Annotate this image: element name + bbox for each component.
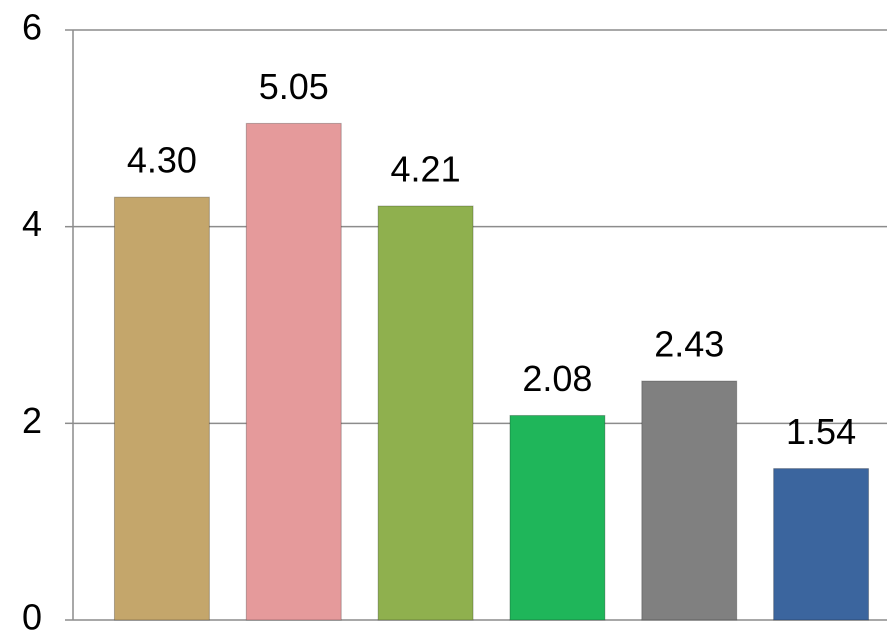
value-label: 4.21 xyxy=(391,149,461,190)
value-label: 2.43 xyxy=(654,324,724,365)
bar xyxy=(113,196,210,621)
bar xyxy=(377,205,474,621)
bar xyxy=(773,468,870,621)
value-label: 5.05 xyxy=(259,66,329,107)
y-tick-label: 0 xyxy=(22,597,42,638)
bar xyxy=(245,122,342,621)
bar xyxy=(641,380,738,621)
y-tick-label: 2 xyxy=(22,400,42,441)
y-tick-label: 4 xyxy=(22,203,42,244)
value-label: 1.54 xyxy=(786,411,856,452)
bar xyxy=(509,414,606,621)
y-tick-label: 6 xyxy=(22,7,42,48)
value-label: 4.30 xyxy=(127,140,197,181)
value-label: 2.08 xyxy=(522,358,592,399)
